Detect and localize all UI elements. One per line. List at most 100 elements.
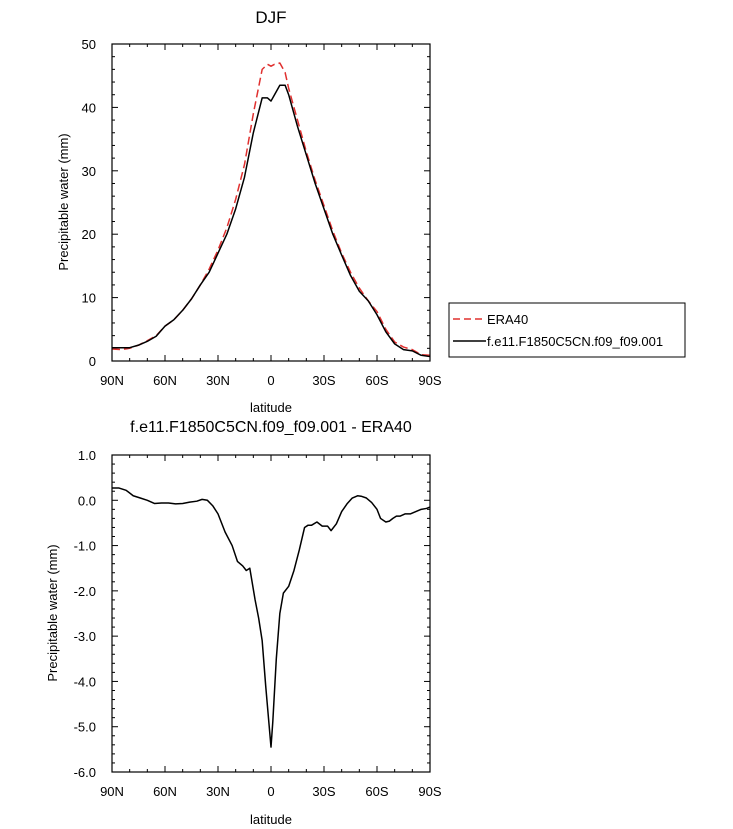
series-1-point bbox=[156, 336, 157, 337]
series-0-point bbox=[271, 747, 272, 748]
series-1-point bbox=[385, 331, 386, 332]
series-0-point bbox=[175, 503, 176, 504]
series-0-point bbox=[316, 522, 317, 523]
plot-frame bbox=[111, 43, 431, 362]
x-tick-label: 60S bbox=[365, 784, 388, 799]
series-1-point bbox=[200, 284, 201, 285]
series-1-point bbox=[120, 347, 121, 348]
y-tick-label: -2.0 bbox=[74, 584, 96, 599]
series-0-point bbox=[249, 568, 250, 569]
series-0-point bbox=[380, 518, 381, 519]
x-tick-label: 60S bbox=[365, 373, 388, 388]
series-0-point bbox=[119, 488, 120, 489]
series-0-point bbox=[426, 508, 427, 509]
series-1-point bbox=[147, 341, 148, 342]
series-1-point bbox=[209, 272, 210, 273]
y-tick-label: 0.0 bbox=[78, 493, 96, 508]
series-0-point bbox=[389, 521, 390, 522]
legend: ERA40 f.e11.F1850C5CN.f09_f09.001 bbox=[448, 302, 686, 358]
series-0-point bbox=[377, 509, 378, 510]
legend-box bbox=[448, 302, 686, 358]
y-axis-label: Precipitable water (mm) bbox=[56, 133, 71, 270]
series-0-point bbox=[255, 599, 256, 600]
x-tick-label: 90N bbox=[100, 373, 124, 388]
series-1-point bbox=[315, 183, 316, 184]
series-0-point bbox=[242, 565, 243, 566]
series-0-point bbox=[336, 523, 337, 524]
series-1-point bbox=[341, 255, 342, 256]
series-0-point bbox=[226, 227, 227, 228]
series-0-point bbox=[271, 66, 272, 67]
series-0-point bbox=[182, 503, 183, 504]
series-1-point bbox=[368, 300, 369, 301]
series-0-point bbox=[262, 69, 263, 70]
chart-title: DJF bbox=[255, 8, 286, 27]
series-0-point bbox=[421, 509, 422, 510]
series-0-point bbox=[202, 499, 203, 500]
series-line-1 bbox=[112, 84, 431, 358]
series-1-point bbox=[244, 177, 245, 178]
series-0-point bbox=[207, 500, 208, 501]
y-axis-label: Precipitable water (mm) bbox=[45, 544, 60, 681]
series-0-point bbox=[405, 513, 406, 514]
series-0-point bbox=[279, 613, 280, 614]
series-0-point bbox=[212, 505, 213, 506]
series-1-point bbox=[267, 97, 268, 98]
series-0-point bbox=[272, 722, 273, 723]
series-1-point bbox=[226, 234, 227, 235]
series-0-point bbox=[218, 513, 219, 514]
series-0-point bbox=[366, 498, 367, 499]
series-line-0 bbox=[111, 62, 431, 357]
series-1-point bbox=[182, 310, 183, 311]
series-1-point bbox=[359, 291, 360, 292]
series-0-point bbox=[237, 561, 238, 562]
series-1-point bbox=[191, 298, 192, 299]
series-0-point bbox=[168, 503, 169, 504]
series-0-point bbox=[392, 518, 393, 519]
series-1-point bbox=[129, 347, 130, 348]
series-0-point bbox=[154, 503, 155, 504]
series-0-point bbox=[410, 513, 411, 514]
series-0-point bbox=[126, 490, 127, 491]
series-line-0 bbox=[112, 487, 431, 748]
series-1-point bbox=[332, 234, 333, 235]
series-0-point bbox=[283, 593, 284, 594]
x-axis-label: latitude bbox=[250, 400, 292, 415]
series-0-point bbox=[274, 64, 275, 65]
series-1-point bbox=[235, 208, 236, 209]
series-0-point bbox=[311, 525, 312, 526]
series-1-point bbox=[274, 94, 275, 95]
series-0-point bbox=[262, 640, 263, 641]
series-0-point bbox=[140, 498, 141, 499]
series-1-point bbox=[324, 208, 325, 209]
series-0-point bbox=[371, 502, 372, 503]
series-0-point bbox=[299, 550, 300, 551]
series-0-point bbox=[293, 570, 294, 571]
series-0-point bbox=[285, 72, 286, 73]
series-0-point bbox=[265, 685, 266, 686]
series-1-point bbox=[271, 101, 272, 102]
x-tick-label: 30S bbox=[312, 373, 335, 388]
series-0-point bbox=[415, 511, 416, 512]
series-0-point bbox=[346, 503, 347, 504]
series-0-point bbox=[412, 349, 413, 350]
y-tick-label: 20 bbox=[82, 227, 96, 242]
series-0-point bbox=[331, 530, 332, 531]
chart-djf: DJF Precipitable water (mm) latitude 90N… bbox=[56, 8, 442, 415]
series-0-point bbox=[218, 250, 219, 251]
series-0-point bbox=[235, 199, 236, 200]
chart-title: f.e11.F1850C5CN.f09_f09.001 - ERA40 bbox=[130, 419, 412, 436]
series-0-point bbox=[147, 500, 148, 501]
series-0-point bbox=[209, 269, 210, 270]
series-0-point bbox=[269, 726, 270, 727]
series-1-point bbox=[288, 94, 289, 95]
x-tick-label: 0 bbox=[267, 784, 274, 799]
series-0-point bbox=[297, 120, 298, 121]
series-0-point bbox=[359, 288, 360, 289]
y-tick-label: -3.0 bbox=[74, 629, 96, 644]
series-0-point bbox=[308, 525, 309, 526]
series-0-point bbox=[341, 511, 342, 512]
x-tick-label: 60N bbox=[153, 373, 177, 388]
x-axis-label: latitude bbox=[250, 812, 292, 827]
